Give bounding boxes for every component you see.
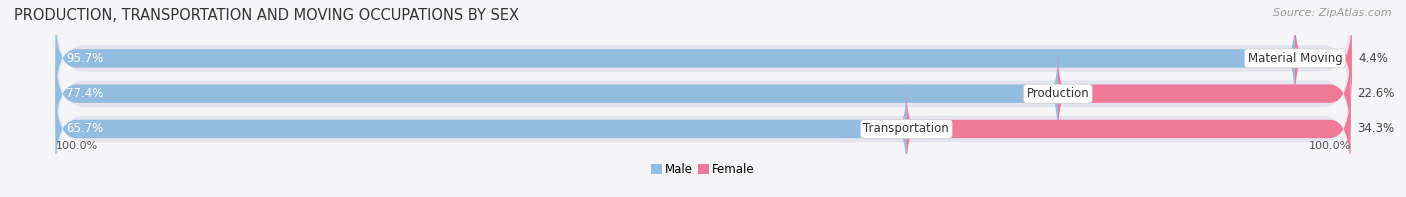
Text: 95.7%: 95.7% [66,52,104,65]
FancyBboxPatch shape [55,15,1295,102]
FancyBboxPatch shape [55,36,1351,151]
Text: Transportation: Transportation [863,123,949,136]
Text: 34.3%: 34.3% [1358,123,1395,136]
Text: 100.0%: 100.0% [1309,141,1351,151]
FancyBboxPatch shape [1295,15,1353,102]
Text: 100.0%: 100.0% [55,141,97,151]
FancyBboxPatch shape [55,72,1351,186]
FancyBboxPatch shape [55,1,1351,116]
Text: 22.6%: 22.6% [1358,87,1395,100]
FancyBboxPatch shape [55,50,1057,138]
FancyBboxPatch shape [55,85,907,173]
Text: PRODUCTION, TRANSPORTATION AND MOVING OCCUPATIONS BY SEX: PRODUCTION, TRANSPORTATION AND MOVING OC… [14,8,519,23]
Text: Production: Production [1026,87,1090,100]
Text: Material Moving: Material Moving [1247,52,1343,65]
Text: 77.4%: 77.4% [66,87,104,100]
FancyBboxPatch shape [1057,50,1351,138]
FancyBboxPatch shape [907,85,1351,173]
Legend: Male, Female: Male, Female [647,158,759,181]
Text: 65.7%: 65.7% [66,123,104,136]
Text: 4.4%: 4.4% [1358,52,1389,65]
Text: Source: ZipAtlas.com: Source: ZipAtlas.com [1274,8,1392,18]
